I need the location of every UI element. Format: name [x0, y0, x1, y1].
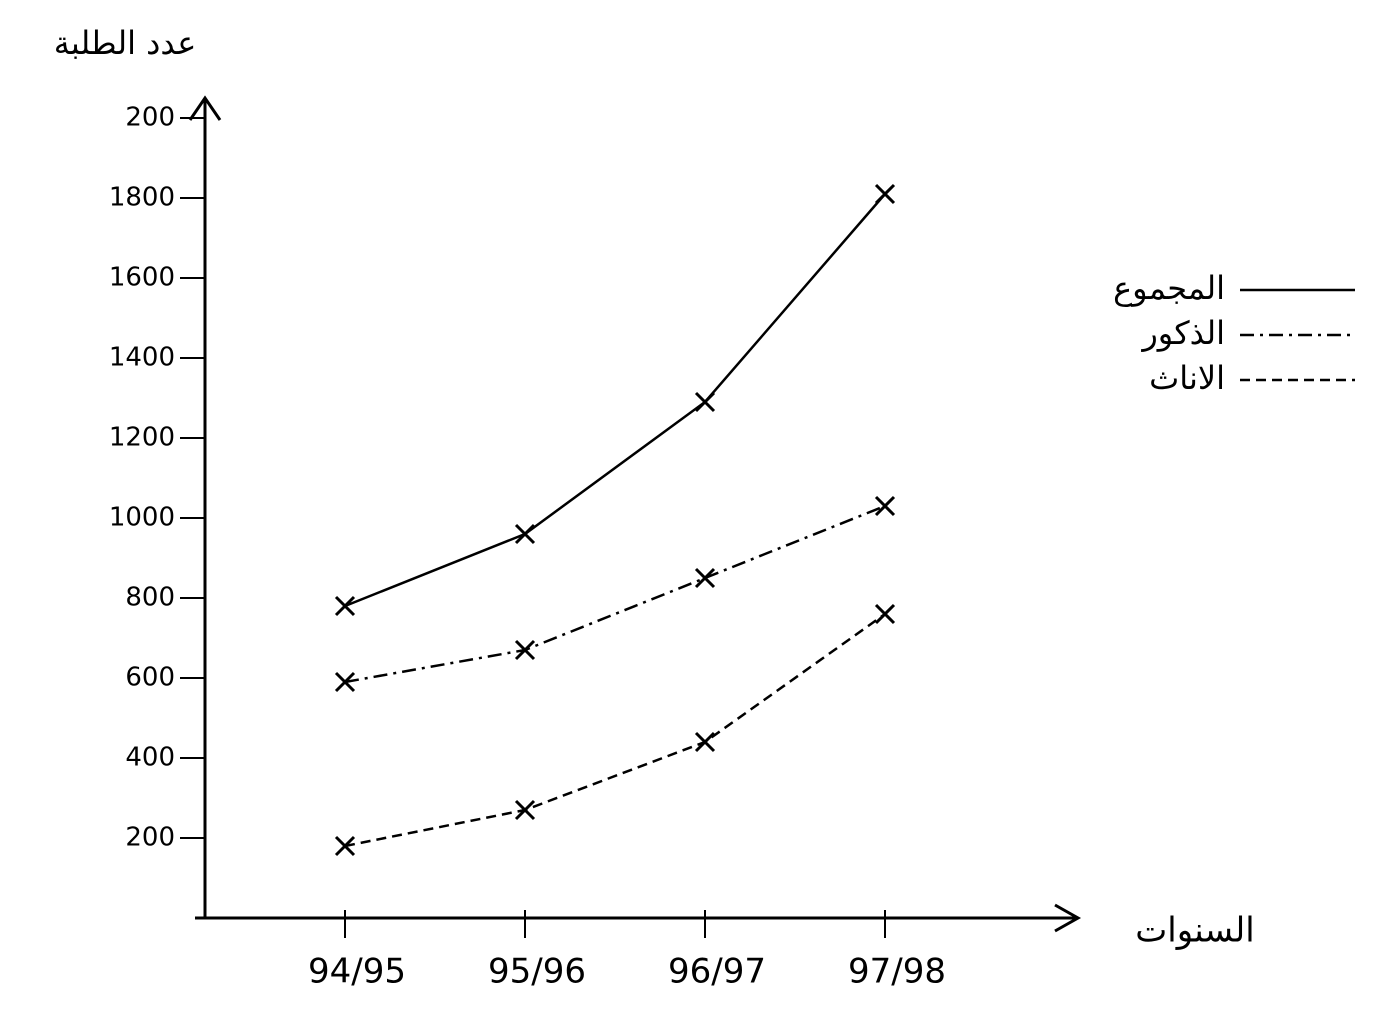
point-marker — [876, 605, 894, 623]
x-tick-label: 96/97 — [668, 952, 766, 992]
point-marker — [696, 569, 714, 587]
series-line — [345, 194, 885, 606]
point-marker — [696, 733, 714, 751]
legend-label: الذكور — [1140, 314, 1225, 352]
y-tick-label: 200 — [125, 823, 175, 853]
series-line — [345, 506, 885, 682]
series-line — [345, 614, 885, 846]
y-tick-label: 600 — [125, 663, 175, 693]
y-tick-label: 1400 — [109, 343, 175, 373]
x-tick-label: 95/96 — [488, 952, 586, 992]
y-tick-label: 1000 — [109, 503, 175, 533]
x-tick-label: 94/95 — [308, 952, 406, 992]
y-tick-label: 400 — [125, 743, 175, 773]
y-tick-label: 200 — [125, 103, 175, 133]
y-tick-label: 1800 — [109, 183, 175, 213]
legend-label: المجموع — [1113, 269, 1225, 307]
point-marker — [516, 525, 534, 543]
legend-label: الاناث — [1149, 359, 1225, 397]
x-tick-label: 97/98 — [848, 952, 946, 992]
chart: عدد الطلبة السنوات 200 400 600 800 1000 1200 1… — [0, 0, 1381, 1018]
x-axis-label: السنوات — [1135, 911, 1254, 951]
y-axis-label: عدد الطلبة — [54, 24, 197, 62]
point-marker — [876, 185, 894, 203]
y-tick-label: 1600 — [109, 263, 175, 293]
page: عدد الطلبة السنوات 200 400 600 800 1000 1200 1… — [0, 0, 1381, 1018]
point-marker — [336, 597, 354, 615]
point-marker — [696, 393, 714, 411]
y-tick-label: 800 — [125, 583, 175, 613]
y-tick-label: 1200 — [109, 423, 175, 453]
point-marker — [876, 497, 894, 515]
